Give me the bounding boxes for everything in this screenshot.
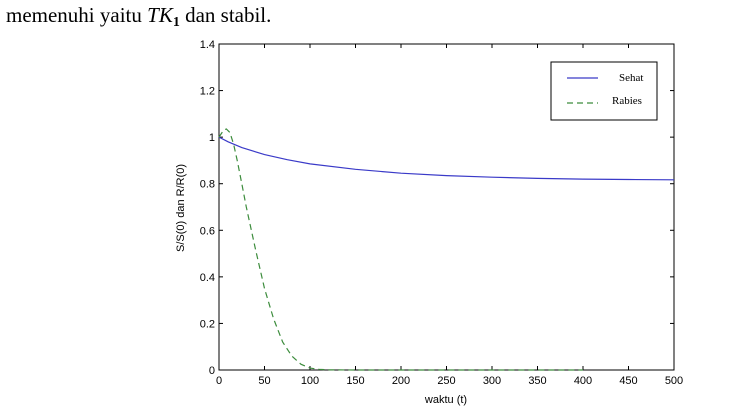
y-tick-label: 0	[209, 365, 215, 377]
x-tick-label: 450	[619, 375, 637, 387]
x-tick-label: 100	[301, 375, 319, 387]
x-tick-label: 300	[483, 375, 501, 387]
y-axis-label: S/S(0) dan R/R(0)	[175, 164, 187, 252]
x-tick-label: 150	[346, 375, 364, 387]
x-tick-label: 200	[392, 375, 410, 387]
series-line-rabies	[218, 128, 583, 371]
intro-suffix: dan stabil.	[179, 3, 272, 27]
x-tick-label: 400	[574, 375, 592, 387]
y-tick-label: 0.6	[200, 225, 215, 237]
x-tick-label: 350	[528, 375, 546, 387]
y-tick-label: 0.2	[200, 318, 215, 330]
intro-math-base: TK	[147, 3, 173, 27]
intro-text-line: memenuhi yaitu TK1 dan stabil.	[6, 3, 271, 31]
series-line-sehat	[218, 136, 675, 181]
y-tick-label: 0.8	[200, 179, 215, 191]
x-axis-label: waktu (t)	[424, 394, 467, 406]
x-tick-label: 500	[665, 375, 683, 387]
x-tick-label: 50	[258, 375, 270, 387]
x-tick-label: 250	[437, 375, 455, 387]
legend: Sehat Rabies	[550, 61, 658, 121]
x-tick-label: 0	[216, 375, 222, 387]
legend-label-rabies: Rabies	[612, 95, 642, 107]
y-tick-label: 1.2	[200, 86, 215, 98]
intro-math-subscript: 1	[172, 15, 180, 30]
intro-math-symbol: TK1	[147, 3, 180, 30]
legend-box	[550, 61, 658, 121]
y-tick-label: 0.4	[200, 272, 215, 284]
y-tick-label: 1.4	[200, 39, 215, 51]
y-tick-label: 1	[209, 132, 215, 144]
intro-prefix: memenuhi yaitu	[6, 3, 148, 27]
legend-label-sehat: Sehat	[619, 72, 643, 84]
